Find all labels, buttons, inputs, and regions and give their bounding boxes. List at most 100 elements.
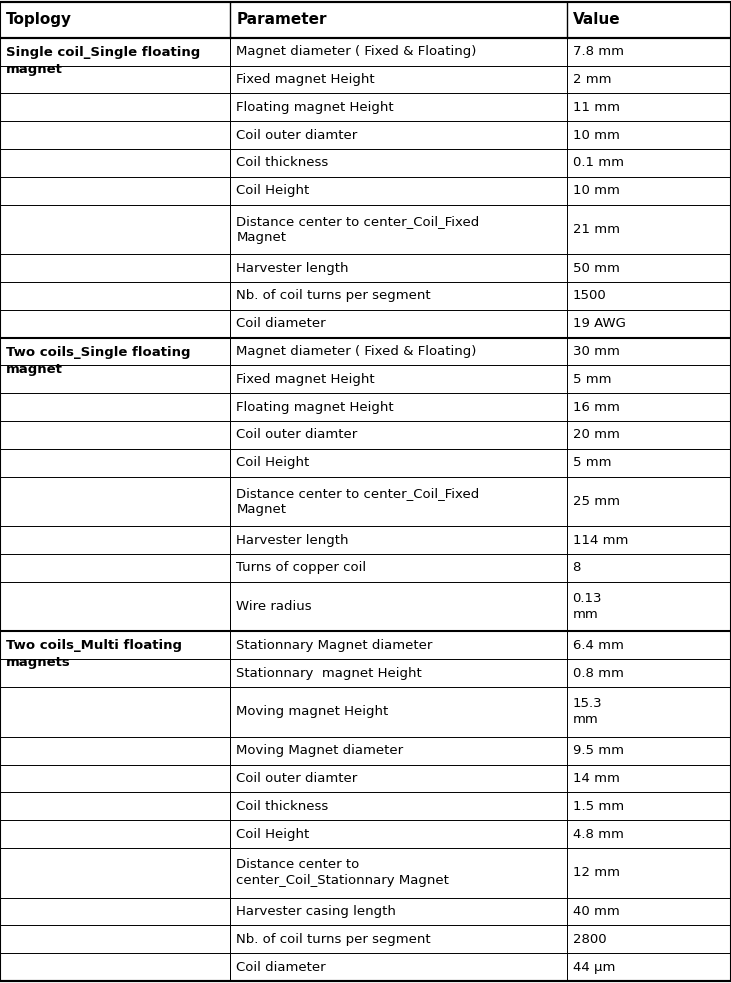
Bar bbox=[0, 897, 731, 925]
Bar bbox=[0, 93, 731, 121]
Text: Distance center to center_Coil_Fixed
Magnet: Distance center to center_Coil_Fixed Mag… bbox=[236, 215, 480, 244]
Text: 7.8 mm: 7.8 mm bbox=[572, 45, 624, 58]
Bar bbox=[0, 37, 230, 337]
Bar bbox=[0, 37, 731, 66]
Bar bbox=[0, 631, 230, 981]
Bar bbox=[0, 954, 731, 981]
Text: Coil outer diamter: Coil outer diamter bbox=[236, 772, 357, 785]
Text: Floating magnet Height: Floating magnet Height bbox=[236, 100, 394, 114]
Text: Coil thickness: Coil thickness bbox=[236, 800, 328, 813]
Text: Stationnary Magnet diameter: Stationnary Magnet diameter bbox=[236, 639, 433, 652]
Bar bbox=[0, 310, 731, 337]
Text: Coil outer diamter: Coil outer diamter bbox=[236, 429, 357, 441]
Bar bbox=[0, 421, 731, 449]
Bar bbox=[0, 631, 731, 660]
Text: 50 mm: 50 mm bbox=[572, 261, 619, 274]
Text: Distance center to
center_Coil_Stationnary Magnet: Distance center to center_Coil_Stationna… bbox=[236, 858, 449, 888]
Text: 4.8 mm: 4.8 mm bbox=[572, 828, 624, 840]
Text: 2800: 2800 bbox=[572, 933, 606, 946]
Bar bbox=[0, 177, 731, 204]
Text: 30 mm: 30 mm bbox=[572, 345, 619, 358]
Text: Single coil_Single floating
magnet: Single coil_Single floating magnet bbox=[6, 46, 200, 76]
Text: Turns of copper coil: Turns of copper coil bbox=[236, 561, 366, 574]
Text: 0.1 mm: 0.1 mm bbox=[572, 156, 624, 169]
Text: Harvester casing length: Harvester casing length bbox=[236, 905, 396, 918]
Text: Nb. of coil turns per segment: Nb. of coil turns per segment bbox=[236, 289, 431, 303]
Bar bbox=[0, 366, 731, 393]
Text: Coil outer diamter: Coil outer diamter bbox=[236, 129, 357, 142]
Text: 25 mm: 25 mm bbox=[572, 494, 620, 508]
Text: Harvester length: Harvester length bbox=[236, 261, 349, 274]
Text: 11 mm: 11 mm bbox=[572, 100, 620, 114]
Text: Fixed magnet Height: Fixed magnet Height bbox=[236, 73, 375, 86]
Bar bbox=[0, 582, 731, 631]
Bar bbox=[0, 204, 731, 255]
Bar bbox=[0, 477, 731, 526]
Text: 14 mm: 14 mm bbox=[572, 772, 619, 785]
Text: Stationnary  magnet Height: Stationnary magnet Height bbox=[236, 666, 422, 679]
Text: Value: Value bbox=[572, 13, 620, 28]
Text: Two coils_Single floating
magnet: Two coils_Single floating magnet bbox=[6, 346, 191, 376]
Bar bbox=[0, 820, 731, 848]
Text: Parameter: Parameter bbox=[236, 13, 327, 28]
Text: 16 mm: 16 mm bbox=[572, 401, 619, 414]
Text: 2 mm: 2 mm bbox=[572, 73, 611, 86]
Bar bbox=[0, 449, 731, 477]
Bar bbox=[0, 925, 731, 954]
Text: Harvester length: Harvester length bbox=[236, 534, 349, 547]
Text: Floating magnet Height: Floating magnet Height bbox=[236, 401, 394, 414]
Bar bbox=[0, 255, 731, 282]
Text: 0.13
mm: 0.13 mm bbox=[572, 592, 602, 621]
Bar bbox=[0, 554, 731, 582]
Text: 44 μm: 44 μm bbox=[572, 960, 615, 973]
Text: Coil Height: Coil Height bbox=[236, 456, 309, 469]
Text: Distance center to center_Coil_Fixed
Magnet: Distance center to center_Coil_Fixed Mag… bbox=[236, 487, 480, 516]
Bar bbox=[0, 736, 731, 765]
Text: Moving Magnet diameter: Moving Magnet diameter bbox=[236, 744, 404, 757]
Bar bbox=[0, 687, 731, 736]
Bar bbox=[0, 2, 731, 37]
Bar bbox=[0, 282, 731, 310]
Text: Nb. of coil turns per segment: Nb. of coil turns per segment bbox=[236, 933, 431, 946]
Text: 9.5 mm: 9.5 mm bbox=[572, 744, 624, 757]
Text: 20 mm: 20 mm bbox=[572, 429, 619, 441]
Text: Moving magnet Height: Moving magnet Height bbox=[236, 706, 388, 719]
Text: Magnet diameter ( Fixed & Floating): Magnet diameter ( Fixed & Floating) bbox=[236, 45, 477, 58]
Bar bbox=[0, 526, 731, 554]
Bar bbox=[0, 121, 731, 149]
Text: 0.8 mm: 0.8 mm bbox=[572, 666, 624, 679]
Text: 15.3
mm: 15.3 mm bbox=[572, 697, 602, 726]
Text: 19 AWG: 19 AWG bbox=[572, 318, 626, 330]
Text: Two coils_Multi floating
magnets: Two coils_Multi floating magnets bbox=[6, 640, 182, 669]
Bar bbox=[0, 765, 731, 792]
Text: Magnet diameter ( Fixed & Floating): Magnet diameter ( Fixed & Floating) bbox=[236, 345, 477, 358]
Text: 114 mm: 114 mm bbox=[572, 534, 628, 547]
Text: Coil Height: Coil Height bbox=[236, 828, 309, 840]
Text: 12 mm: 12 mm bbox=[572, 866, 620, 879]
Text: 10 mm: 10 mm bbox=[572, 184, 619, 198]
Bar bbox=[0, 660, 731, 687]
Text: Coil diameter: Coil diameter bbox=[236, 318, 326, 330]
Text: Toplogy: Toplogy bbox=[6, 13, 72, 28]
Text: 1.5 mm: 1.5 mm bbox=[572, 800, 624, 813]
Bar bbox=[0, 337, 230, 631]
Bar bbox=[0, 337, 731, 366]
Text: Coil thickness: Coil thickness bbox=[236, 156, 328, 169]
Text: 21 mm: 21 mm bbox=[572, 223, 620, 236]
Text: 1500: 1500 bbox=[572, 289, 606, 303]
Text: 6.4 mm: 6.4 mm bbox=[572, 639, 624, 652]
Bar bbox=[0, 66, 731, 93]
Text: 5 mm: 5 mm bbox=[572, 456, 611, 469]
Bar bbox=[0, 792, 731, 820]
Text: 10 mm: 10 mm bbox=[572, 129, 619, 142]
Text: 8: 8 bbox=[572, 561, 581, 574]
Bar bbox=[0, 149, 731, 177]
Text: Coil diameter: Coil diameter bbox=[236, 960, 326, 973]
Text: 40 mm: 40 mm bbox=[572, 905, 619, 918]
Text: Coil Height: Coil Height bbox=[236, 184, 309, 198]
Text: 5 mm: 5 mm bbox=[572, 373, 611, 385]
Bar bbox=[0, 393, 731, 421]
Text: Fixed magnet Height: Fixed magnet Height bbox=[236, 373, 375, 385]
Text: Wire radius: Wire radius bbox=[236, 601, 312, 613]
Bar bbox=[0, 848, 731, 897]
